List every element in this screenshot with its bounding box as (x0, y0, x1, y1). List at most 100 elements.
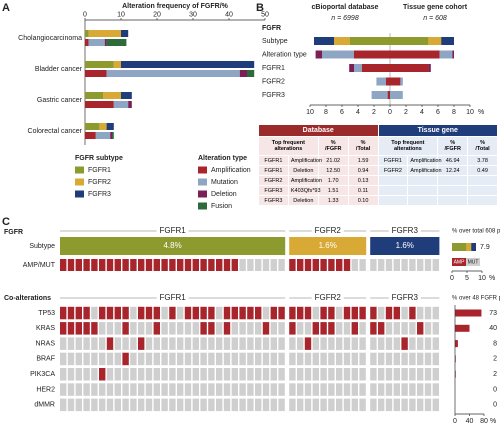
x-tick-label: 40 (466, 418, 474, 425)
bar-segment (106, 70, 240, 77)
alteration-cell (409, 306, 416, 320)
alteration-cell (67, 398, 75, 412)
legend-swatch (198, 190, 207, 198)
x-tick-label: 8 (452, 109, 456, 116)
alteration-cell (161, 352, 168, 366)
alteration-cell (297, 352, 304, 366)
amp-mut-cell (231, 259, 238, 271)
alteration-cell (247, 337, 254, 350)
alteration-cell (417, 306, 424, 320)
alteration-cell (343, 383, 351, 396)
amp-mut-cell (216, 259, 223, 271)
alteration-cell (320, 306, 327, 320)
table-cell: 21.02 (317, 155, 349, 166)
table-cell: 1.59 (347, 155, 379, 166)
alteration-cell (122, 322, 129, 335)
table-cell (377, 185, 409, 196)
side-bar (455, 340, 458, 348)
alteration-cell (424, 352, 432, 366)
alteration-cell (393, 398, 400, 412)
amp-mut-cell (370, 259, 377, 271)
alteration-cell (138, 398, 145, 412)
table-cell (377, 175, 409, 186)
legend-title: Alteration type (198, 155, 247, 162)
legend-label: Mutation (211, 179, 238, 186)
side-bar (455, 370, 456, 378)
alteration-cell (184, 383, 192, 396)
alteration-cell (336, 337, 343, 350)
amp-mut-cell (169, 259, 176, 271)
amp-mut-cell (114, 259, 121, 271)
alteration-cell (278, 398, 285, 412)
bar-segment (85, 123, 100, 130)
column-header-line: /Total (475, 146, 490, 152)
alteration-cell (192, 306, 199, 320)
alteration-cell (247, 306, 254, 320)
panel-label: B (256, 2, 264, 14)
alteration-cell (161, 337, 168, 350)
side-value: 8 (493, 340, 497, 347)
table-subheader-row: Top frequent alterations%/FGFR%/Total Top… (258, 136, 498, 156)
category-label: Bladder cancer (35, 66, 83, 73)
table-cell (467, 195, 498, 206)
alteration-cell (208, 322, 215, 335)
alteration-cell (424, 383, 432, 396)
table-row: FGFR3 K403Qfs*93 1.51 0.11 (258, 185, 498, 196)
alteration-cell (200, 368, 207, 381)
alteration-cell (208, 352, 215, 366)
alteration-cell (208, 306, 215, 320)
column-header-line: % (330, 140, 336, 146)
amp-mut-cell (320, 259, 327, 271)
alteration-cell (177, 398, 184, 412)
alteration-cell (184, 337, 192, 350)
alteration-cell (91, 383, 98, 396)
alteration-cell (270, 383, 277, 396)
column-header: Top frequent alterations (258, 136, 319, 156)
alteration-cell (378, 398, 385, 412)
alteration-cell (216, 306, 223, 320)
alteration-cell (351, 322, 358, 335)
legend-swatch (75, 166, 84, 174)
alteration-cell (328, 398, 335, 412)
alteration-cell (304, 383, 312, 396)
bar-segment (110, 132, 112, 139)
alteration-cell (91, 322, 98, 335)
table-cell: FGFR3 (258, 195, 289, 206)
table-cell: 0.10 (347, 195, 379, 206)
alteration-cell (75, 368, 82, 381)
bar-segment (85, 39, 89, 46)
table-cell: 12.50 (317, 165, 349, 176)
row-label: FGFR3 (262, 92, 285, 99)
column-header-line: /FGFR (444, 146, 461, 152)
category-label: Colorectal cancer (28, 128, 83, 135)
x-tick-label: 4 (356, 109, 360, 116)
alteration-cell (114, 337, 121, 350)
alteration-cell (145, 398, 153, 412)
subtype-band (60, 237, 286, 255)
bar-segment (239, 70, 247, 77)
alteration-cell (169, 368, 176, 381)
amp-mut-cell (262, 259, 270, 271)
alteration-cell (223, 306, 231, 320)
alteration-cell (153, 352, 160, 366)
alteration-cell (255, 306, 262, 320)
alteration-cell (370, 322, 377, 335)
table-cell: K403Qfs*93 (287, 185, 321, 196)
row-label: TP53 (38, 310, 55, 317)
alteration-cell (130, 398, 137, 412)
alteration-cell (289, 368, 296, 381)
group-label: FGFR3 (392, 293, 419, 302)
amp-mut-cell (270, 259, 277, 271)
side-title: Tissue gene cohort (403, 4, 468, 11)
side-bar (455, 309, 482, 317)
alteration-cell (99, 352, 106, 366)
column-header: %/Total (347, 136, 379, 156)
legend-swatch (198, 166, 207, 174)
alteration-cell (169, 398, 176, 412)
alteration-cell (393, 322, 400, 335)
x-axis-unit: % (490, 418, 496, 425)
alteration-cell (223, 398, 231, 412)
alteration-cell (208, 398, 215, 412)
alteration-cell (114, 368, 121, 381)
